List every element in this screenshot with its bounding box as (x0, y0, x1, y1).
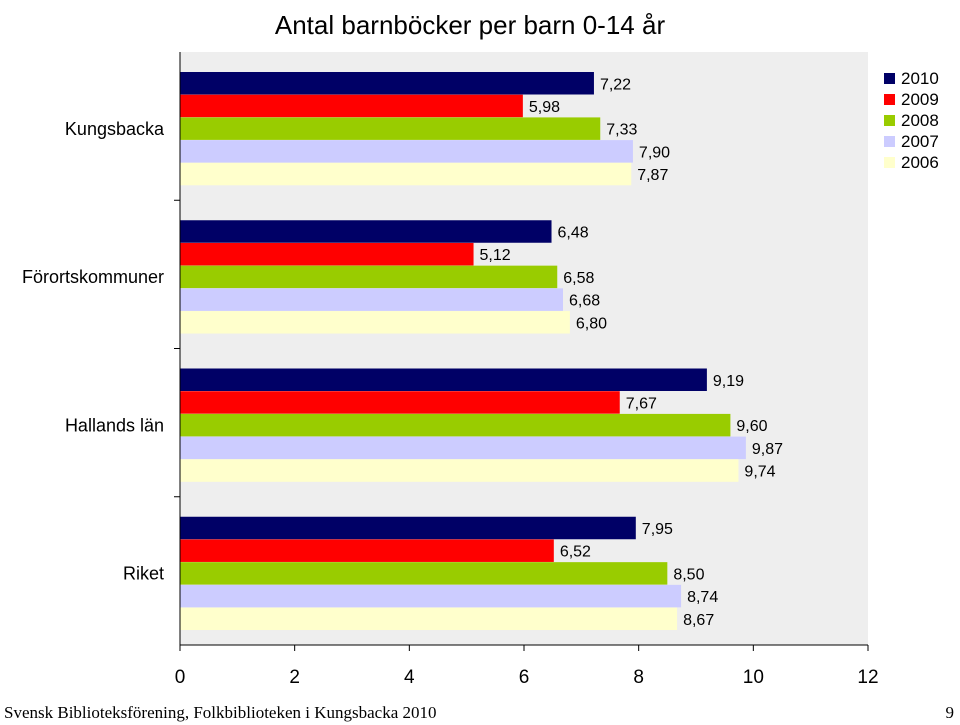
x-tick-label: 4 (404, 667, 415, 688)
data-label: 8,67 (683, 612, 714, 629)
bar (180, 516, 636, 540)
legend-label: 2009 (901, 89, 939, 109)
data-label: 9,19 (713, 373, 744, 390)
bar (180, 607, 678, 631)
bar (180, 72, 594, 95)
data-label: 7,67 (626, 395, 657, 412)
category-label: Riket (123, 564, 164, 584)
legend-item: 2007 (884, 131, 939, 152)
data-label: 6,68 (569, 293, 600, 310)
bar (180, 539, 554, 562)
data-label: 9,60 (736, 418, 767, 435)
legend-label: 2008 (901, 110, 939, 130)
data-label: 6,58 (563, 270, 594, 287)
x-tick-label: 10 (743, 667, 764, 688)
category-label: Kungsbacka (65, 119, 165, 139)
bar (180, 436, 746, 460)
bar (180, 562, 668, 585)
bar (180, 413, 731, 437)
bar (180, 288, 563, 311)
bar (180, 265, 558, 289)
data-label: 9,87 (752, 441, 783, 458)
bar (180, 220, 552, 243)
data-label: 7,95 (642, 521, 673, 538)
x-tick-label: 8 (633, 667, 644, 688)
bar (180, 584, 682, 608)
bar (180, 242, 474, 266)
category-label: Hallands län (65, 415, 164, 435)
legend-swatch (884, 136, 895, 147)
legend-swatch (884, 73, 895, 84)
category-label: Förortskommuner (22, 267, 164, 287)
legend-label: 2007 (901, 131, 939, 151)
chart-title: Antal barnböcker per barn 0-14 år (274, 10, 666, 40)
data-label: 6,80 (576, 315, 607, 332)
x-tick-label: 6 (519, 667, 530, 688)
bar (180, 459, 739, 482)
data-label: 8,50 (673, 566, 704, 583)
legend-item: 2010 (884, 68, 939, 89)
bar (180, 391, 620, 414)
data-label: 6,48 (558, 225, 589, 242)
bar (180, 140, 633, 163)
data-label: 7,87 (637, 167, 668, 184)
chart-legend: 2010 2009 2008 2007 2006 (884, 68, 939, 173)
data-label: 9,74 (744, 464, 775, 481)
bar (180, 368, 707, 391)
page-number: 9 (945, 703, 955, 722)
data-label: 5,12 (480, 247, 511, 264)
data-label: 7,90 (639, 144, 670, 161)
data-label: 8,74 (687, 589, 718, 606)
legend-item: 2008 (884, 110, 939, 131)
footer-text: Svensk Biblioteksförening, Folkbibliotek… (4, 703, 437, 722)
legend-label: 2006 (901, 152, 939, 172)
bar (180, 117, 601, 140)
legend-swatch (884, 115, 895, 126)
x-tick-label: 12 (857, 667, 878, 688)
data-label: 7,22 (600, 76, 631, 93)
x-tick-label: 0 (175, 667, 186, 688)
legend-item: 2006 (884, 152, 939, 173)
legend-swatch (884, 94, 895, 105)
data-label: 5,98 (529, 99, 560, 116)
data-label: 6,52 (560, 544, 591, 561)
bar (180, 162, 632, 186)
legend-item: 2009 (884, 89, 939, 110)
bar (180, 311, 570, 334)
data-label: 7,33 (606, 122, 637, 139)
x-tick-label: 2 (289, 667, 300, 688)
legend-swatch (884, 157, 895, 168)
legend-label: 2010 (901, 68, 939, 88)
bar (180, 94, 523, 118)
